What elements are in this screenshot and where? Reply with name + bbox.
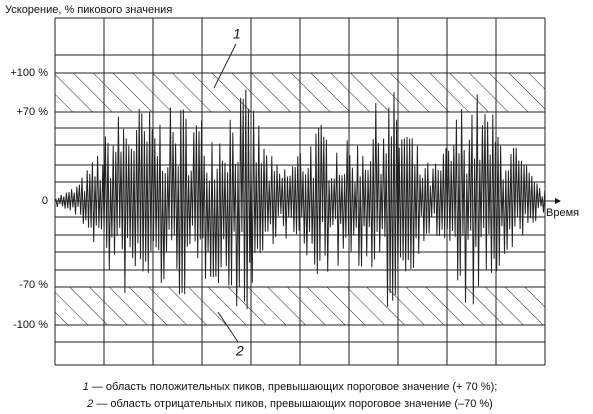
legend-text: — область отрицательных пиков, превышающ… <box>93 398 493 410</box>
x-label: Время <box>546 207 579 219</box>
legend-entry: 2 — область отрицательных пиков, превыша… <box>86 398 493 410</box>
y-label: -100 % <box>13 319 48 331</box>
y-label: -70 % <box>19 279 48 291</box>
callout: 2 <box>235 343 244 359</box>
leader-line <box>217 311 239 343</box>
signal-waveform <box>54 89 546 310</box>
axis-title: Ускорение, % пикового значения <box>5 4 172 16</box>
legend-number: 2 <box>86 398 93 410</box>
y-label: 0 <box>42 195 48 207</box>
callout: 1 <box>233 26 241 42</box>
y-label: +100 % <box>10 67 48 79</box>
legend-number: 1 <box>83 381 89 393</box>
legend-entry: 1 — область положительных пиков, превыша… <box>83 381 498 393</box>
axis-arrow <box>555 198 561 204</box>
leader-line <box>213 43 237 89</box>
y-label: +70 % <box>17 106 49 118</box>
legend-text: — область положительных пиков, превышающ… <box>89 381 498 393</box>
